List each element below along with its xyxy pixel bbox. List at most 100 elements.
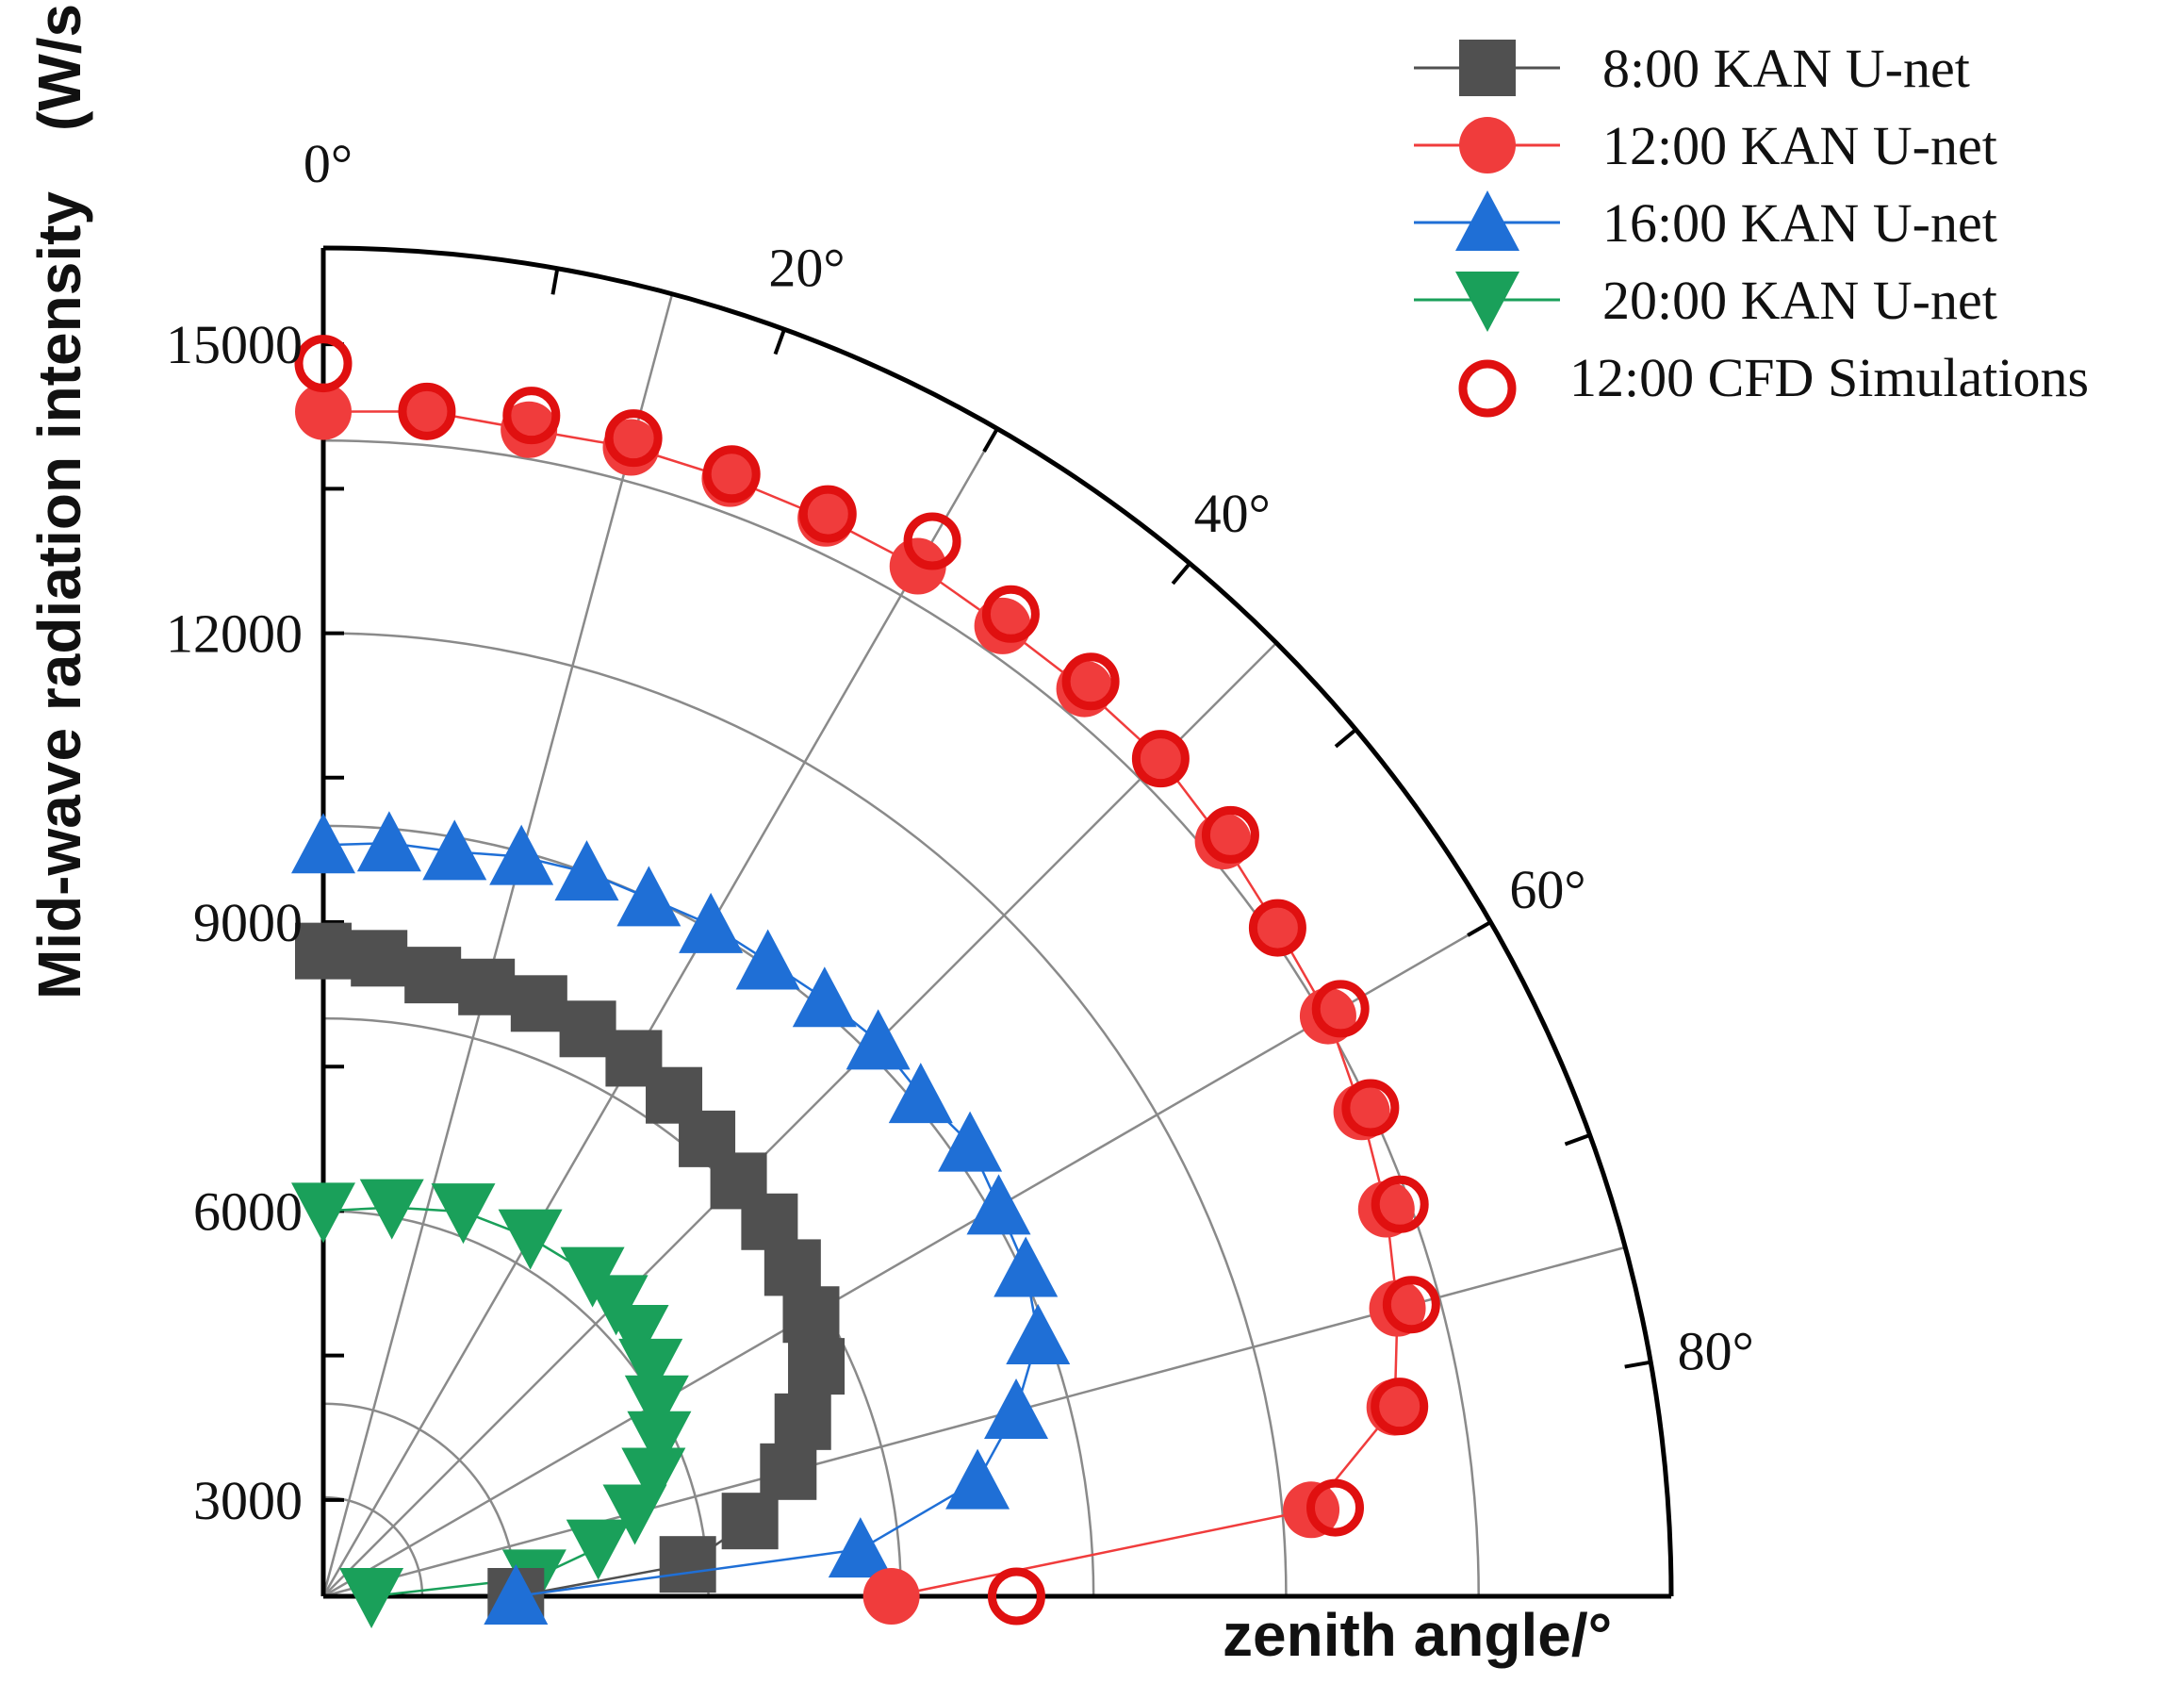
data-point xyxy=(1006,1304,1071,1365)
data-point xyxy=(621,1447,686,1509)
data-point xyxy=(1306,1478,1365,1537)
legend-entry: 16:00 KAN U-net xyxy=(1414,190,1997,254)
legend-entry: 20:00 KAN U-net xyxy=(1414,270,1997,332)
data-point xyxy=(774,1393,831,1450)
angle-tick-label: 20° xyxy=(768,237,845,298)
legend-entry: 8:00 KAN U-net xyxy=(1414,38,1970,99)
data-point xyxy=(498,1209,563,1270)
data-point xyxy=(798,485,857,543)
data-point xyxy=(735,929,800,990)
data-point xyxy=(721,1493,779,1550)
legend-label: 20:00 KAN U-net xyxy=(1602,270,1997,331)
angle-tick-label: 40° xyxy=(1194,483,1271,544)
legend-marker xyxy=(1459,117,1516,173)
data-point xyxy=(291,813,355,874)
data-point xyxy=(502,387,561,445)
angle-tick-label: 0° xyxy=(304,133,353,194)
polar-grid xyxy=(321,293,1626,1598)
outer-arc xyxy=(322,245,1674,1597)
legend-label: 12:00 CFD Simulations xyxy=(1569,347,2089,408)
data-series xyxy=(291,335,1440,1628)
grid-spoke xyxy=(321,427,999,1597)
series-triangle-up xyxy=(291,811,1071,1625)
data-point xyxy=(618,1338,683,1399)
data-point xyxy=(987,1567,1045,1626)
data-point xyxy=(398,383,455,440)
series-square xyxy=(295,922,846,1625)
data-point xyxy=(792,966,857,1028)
data-point xyxy=(1132,730,1190,787)
legend-marker xyxy=(1455,190,1519,251)
data-point xyxy=(828,1517,893,1578)
legend-entry: 12:00 CFD Simulations xyxy=(1458,347,2089,418)
radial-tick-label: 12000 xyxy=(166,603,303,665)
legend-label: 16:00 KAN U-net xyxy=(1602,192,1997,254)
angle-tick-label: 60° xyxy=(1509,859,1585,920)
data-point xyxy=(1131,730,1190,788)
data-point xyxy=(760,1443,817,1500)
data-point xyxy=(889,537,946,595)
angle-tick xyxy=(550,268,560,295)
radial-tick-label: 9000 xyxy=(193,892,303,953)
data-point xyxy=(702,445,761,503)
data-point xyxy=(1201,805,1259,864)
grid-spoke xyxy=(322,920,1492,1598)
data-point xyxy=(1249,900,1306,957)
data-point xyxy=(294,335,353,393)
data-point xyxy=(945,1448,1010,1510)
data-point xyxy=(566,1519,631,1580)
angle-tick xyxy=(1624,1360,1651,1369)
data-point xyxy=(966,1174,1031,1235)
radial-tick-label: 15000 xyxy=(166,314,303,375)
data-point xyxy=(602,1484,667,1545)
legend-label: 12:00 KAN U-net xyxy=(1602,115,1997,176)
data-point xyxy=(501,401,558,458)
series-triangle-down xyxy=(291,1179,692,1628)
legend-label: 8:00 KAN U-net xyxy=(1602,38,1970,99)
data-point xyxy=(938,1111,1003,1172)
legend-marker xyxy=(1459,40,1516,96)
angle-tick-label: 80° xyxy=(1678,1321,1754,1382)
data-point xyxy=(1311,980,1370,1038)
data-point xyxy=(295,922,352,980)
grid-spoke xyxy=(321,293,674,1597)
data-point xyxy=(974,597,1031,654)
angle-tick xyxy=(1564,1133,1591,1147)
data-point xyxy=(984,1378,1049,1440)
data-point xyxy=(1371,1175,1429,1233)
data-point xyxy=(604,409,663,468)
data-point xyxy=(510,975,567,1032)
data-point xyxy=(295,383,352,440)
data-point xyxy=(359,1179,424,1240)
data-point xyxy=(1357,1180,1415,1238)
data-point xyxy=(1341,1079,1400,1137)
radial-tick-label: 3000 xyxy=(193,1470,303,1531)
data-point xyxy=(1248,899,1306,957)
angle-tick xyxy=(982,427,999,453)
data-point xyxy=(291,1182,355,1244)
data-point xyxy=(1371,1378,1429,1436)
data-point xyxy=(554,840,619,901)
data-point xyxy=(339,1568,404,1628)
data-point xyxy=(431,1183,496,1245)
legend: 8:00 KAN U-net 12:00 KAN U-net 16:00 KAN U… xyxy=(1414,38,2089,418)
angle-tick xyxy=(1334,728,1357,749)
tick-labels: 3000 6000 9000 12000 15000 0° 20° 40° 60° 80° xyxy=(166,133,1754,1531)
data-point xyxy=(351,930,408,987)
x-axis-title: zenith angle/° xyxy=(1223,1601,1612,1669)
series-circle-open xyxy=(294,335,1440,1626)
data-point xyxy=(458,958,516,1015)
legend-marker xyxy=(1458,359,1517,418)
data-point xyxy=(398,382,456,440)
grid-spoke xyxy=(322,1246,1626,1598)
data-point xyxy=(981,585,1040,643)
data-point xyxy=(356,811,421,872)
legend-marker xyxy=(1455,272,1519,332)
data-point xyxy=(1382,1276,1440,1334)
data-point xyxy=(679,892,744,953)
data-point xyxy=(788,1338,846,1395)
data-point xyxy=(888,1063,953,1124)
data-point xyxy=(846,1009,911,1070)
data-point xyxy=(484,1564,549,1625)
